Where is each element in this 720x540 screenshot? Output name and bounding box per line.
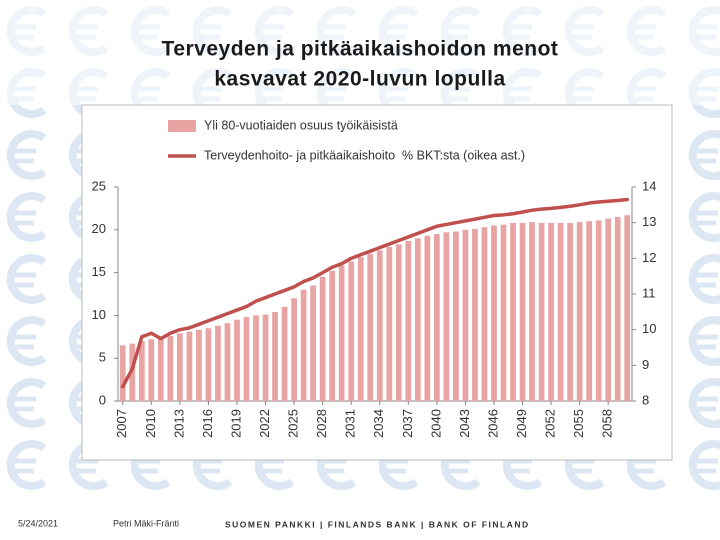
y2-tick-label: 11 xyxy=(642,285,656,300)
bar xyxy=(548,222,554,401)
bar xyxy=(605,218,612,401)
bar xyxy=(253,315,259,401)
bar xyxy=(119,345,126,401)
x-tick-label: 2019 xyxy=(228,409,243,438)
bar xyxy=(595,220,602,401)
bar xyxy=(272,311,278,401)
y-tick-label: 10 xyxy=(92,307,106,322)
bar xyxy=(224,323,231,401)
bar xyxy=(538,222,545,401)
bar xyxy=(138,341,145,401)
bar xyxy=(234,319,240,401)
bar xyxy=(196,329,202,401)
bar xyxy=(576,222,583,401)
legend-label: Yli 80-vuotiaiden osuus työikäisistä xyxy=(204,118,398,132)
x-tick-label: 2025 xyxy=(286,409,301,438)
bar xyxy=(310,285,316,401)
y-tick-label: 25 xyxy=(92,178,106,193)
bar xyxy=(300,289,307,401)
bar xyxy=(186,331,193,401)
bar xyxy=(500,224,507,401)
bar xyxy=(624,215,631,401)
x-tick-label: 2022 xyxy=(257,409,272,438)
footer-bar xyxy=(0,500,720,540)
x-tick-label: 2046 xyxy=(485,409,500,438)
bar xyxy=(319,276,326,401)
bar xyxy=(510,222,516,401)
x-tick-label: 2058 xyxy=(600,409,615,438)
x-tick-label: 2049 xyxy=(514,409,529,438)
x-tick-label: 2043 xyxy=(457,409,472,438)
slide-title: Terveyden ja pitkäaikaishoidon menot xyxy=(162,38,559,61)
bar xyxy=(414,238,421,401)
bar xyxy=(395,244,402,401)
bar xyxy=(167,335,174,401)
y2-tick-label: 14 xyxy=(642,178,656,193)
x-tick-label: 2055 xyxy=(571,409,586,438)
bar xyxy=(177,333,183,401)
bar xyxy=(376,250,383,401)
x-tick-label: 2037 xyxy=(400,409,415,438)
bar xyxy=(281,306,288,401)
bar xyxy=(614,216,621,401)
bar xyxy=(243,317,250,401)
y2-tick-label: 10 xyxy=(642,321,656,336)
bar xyxy=(357,257,364,401)
bar xyxy=(529,222,535,401)
x-tick-label: 2007 xyxy=(114,409,129,438)
slide-title: kasvavat 2020-luvun lopulla xyxy=(214,68,505,91)
bar xyxy=(481,227,488,401)
x-tick-label: 2034 xyxy=(371,409,386,438)
bar xyxy=(557,222,564,401)
bar xyxy=(453,231,459,401)
bar xyxy=(262,314,269,401)
bar xyxy=(462,229,469,401)
legend-label: Terveydenhoito- ja pitkäaikaishoito % BK… xyxy=(204,148,525,162)
bar xyxy=(338,265,345,401)
bar xyxy=(405,240,412,401)
x-tick-label: 2010 xyxy=(143,409,158,438)
bar xyxy=(148,339,155,401)
y2-tick-label: 12 xyxy=(642,250,656,265)
x-tick-label: 2013 xyxy=(171,409,186,438)
bar xyxy=(386,246,393,401)
line-series xyxy=(121,197,629,389)
y-tick-label: 15 xyxy=(92,264,106,279)
bar xyxy=(205,328,212,401)
y2-tick-label: 13 xyxy=(642,214,656,229)
bar xyxy=(424,235,431,401)
y-tick-label: 20 xyxy=(92,221,106,236)
bar xyxy=(586,221,593,401)
bar xyxy=(567,222,573,401)
x-tick-label: 2052 xyxy=(543,409,558,438)
footer-author: Petri Mäki-Fränti xyxy=(113,518,179,528)
bar xyxy=(291,298,297,401)
title-backdrop xyxy=(0,0,720,105)
bar xyxy=(434,234,440,401)
bar xyxy=(157,338,164,401)
y-tick-label: 0 xyxy=(99,392,106,407)
y2-tick-label: 8 xyxy=(642,392,649,407)
footer-date: 5/24/2021 xyxy=(18,518,58,528)
x-tick-label: 2031 xyxy=(343,409,358,438)
bar xyxy=(443,232,450,401)
bar xyxy=(519,222,526,401)
x-tick-label: 2040 xyxy=(428,409,443,438)
bar xyxy=(472,228,478,401)
x-tick-label: 2016 xyxy=(200,409,215,438)
footer-organization: SUOMEN PANKKI | FINLANDS BANK | BANK OF … xyxy=(225,519,530,529)
bar xyxy=(367,253,374,401)
x-tick-label: 2028 xyxy=(314,409,329,438)
bar xyxy=(491,225,497,401)
bar xyxy=(329,270,336,401)
y2-tick-label: 9 xyxy=(642,357,649,372)
y-tick-label: 5 xyxy=(99,350,106,365)
bar xyxy=(215,325,221,401)
legend-swatch xyxy=(168,120,196,132)
bar xyxy=(348,261,355,401)
